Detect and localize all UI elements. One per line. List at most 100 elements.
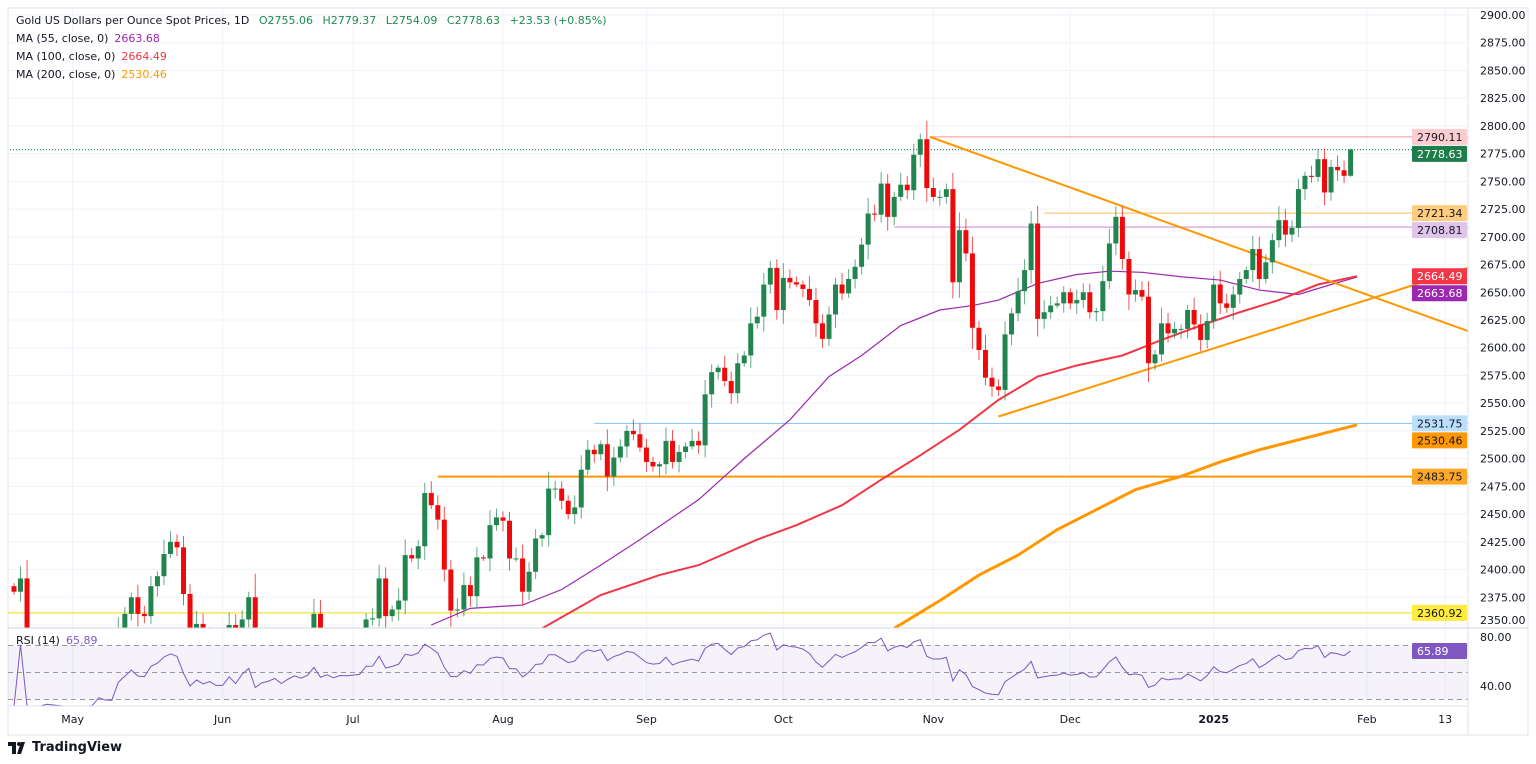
candle-body xyxy=(389,609,395,617)
ma200-label: MA (200, close, 0) xyxy=(16,68,116,81)
candle-body xyxy=(1250,249,1256,271)
price-tick-label: 2550.00 xyxy=(1480,397,1526,410)
candle-body xyxy=(1282,220,1288,235)
candle-body xyxy=(787,277,793,283)
price-tag: 2530.46 xyxy=(1417,434,1463,447)
candle-body xyxy=(754,316,760,324)
candle-body xyxy=(683,446,689,452)
moving-average-line xyxy=(893,423,1358,628)
candle-body xyxy=(480,557,486,559)
candle-body xyxy=(233,625,239,628)
time-tick-label: Sep xyxy=(636,713,657,726)
price-tag: 2721.34 xyxy=(1417,207,1463,220)
candle-body xyxy=(1106,243,1112,282)
time-tick-label: Dec xyxy=(1060,713,1081,726)
price-tag-bg xyxy=(1412,268,1467,285)
candle-body xyxy=(937,196,943,198)
candle-body xyxy=(1048,305,1054,313)
candle-body xyxy=(122,613,128,628)
price-tick-label: 2525.00 xyxy=(1480,425,1526,438)
candle-body xyxy=(402,555,408,601)
candle-body xyxy=(819,323,825,339)
candle-body xyxy=(1080,292,1086,301)
price-axis[interactable]: 2350.00 2375.00 2400.00 2425.00 2450.00 2475.… xyxy=(1480,9,1526,693)
price-tag: 2483.75 xyxy=(1417,471,1463,484)
candle-body xyxy=(1022,270,1028,292)
candle-body xyxy=(363,619,369,628)
candle-body xyxy=(1276,220,1282,241)
candle-body xyxy=(1139,290,1145,297)
candle-body xyxy=(839,284,845,294)
candle-body xyxy=(982,349,988,378)
candle-body xyxy=(917,139,923,155)
candle-body xyxy=(1204,321,1210,340)
time-axis[interactable]: May Jun Jul Aug Sep Oct Nov Dec 2025 Feb 13 xyxy=(61,713,1452,726)
candle-body xyxy=(722,367,728,381)
price-tag: 2663.68 xyxy=(1417,287,1463,300)
time-tick-label: May xyxy=(61,713,84,726)
ma55-legend[interactable]: MA (55, close, 0) 2663.68 xyxy=(16,30,607,48)
candle-body xyxy=(806,288,812,301)
candle-body xyxy=(885,183,891,217)
symbol-title[interactable]: Gold US Dollars per Ounce Spot Prices, 1… xyxy=(16,14,250,27)
candle-body xyxy=(507,520,513,559)
candle-body xyxy=(467,585,473,597)
candle-body xyxy=(872,213,878,215)
candle-body xyxy=(1211,284,1217,322)
candle-body xyxy=(1224,303,1230,308)
price-tag-bg xyxy=(1412,468,1467,485)
candle-body xyxy=(878,183,884,215)
candle-body xyxy=(141,613,147,617)
candle-body xyxy=(239,619,245,628)
candle-body xyxy=(128,597,134,614)
candle-body xyxy=(1054,303,1060,306)
price-tick-label: 2825.00 xyxy=(1480,92,1526,105)
candle-body xyxy=(637,434,643,448)
candle-body xyxy=(194,623,200,628)
candle-body xyxy=(1230,294,1236,308)
tradingview-logo[interactable]: TradingView xyxy=(8,740,122,755)
ma100-legend[interactable]: MA (100, close, 0) 2664.49 xyxy=(16,48,607,66)
ma200-legend[interactable]: MA (200, close, 0) 2530.46 xyxy=(16,66,607,84)
candle-body xyxy=(1348,149,1354,176)
time-tick-label: Jul xyxy=(345,713,359,726)
candle-body xyxy=(1041,312,1047,319)
candle-body xyxy=(18,578,24,592)
candle-body xyxy=(1145,296,1151,364)
chart-frame xyxy=(7,7,1529,736)
candle-body xyxy=(1237,278,1243,295)
moving-average-line xyxy=(431,270,1358,626)
candle-body xyxy=(715,367,721,373)
candle-body xyxy=(11,586,17,592)
candle-body xyxy=(311,613,317,628)
candle-body xyxy=(1035,223,1041,319)
time-tick-label: Feb xyxy=(1357,713,1376,726)
grid xyxy=(8,8,1468,706)
candle-body xyxy=(1217,284,1223,304)
price-tag-bg xyxy=(1412,432,1467,449)
candle-body xyxy=(1028,223,1034,271)
candle-body xyxy=(1328,166,1334,193)
candle-body xyxy=(161,554,167,577)
candle-body xyxy=(630,430,636,435)
candle-body xyxy=(526,571,532,592)
price-tick-label: 2725.00 xyxy=(1480,203,1526,216)
price-tag: 2531.75 xyxy=(1417,417,1463,430)
price-tag: 2790.11 xyxy=(1417,131,1463,144)
candle-body xyxy=(943,189,949,197)
candle-body xyxy=(969,253,975,328)
candle-body xyxy=(1093,311,1099,313)
rsi-value: 65.89 xyxy=(65,634,98,647)
trend-line xyxy=(998,266,1468,418)
change-value: +23.53 (+0.85%) xyxy=(509,14,607,27)
candle-body xyxy=(676,451,682,462)
price-tick-label: 2475.00 xyxy=(1480,480,1526,493)
candle-body xyxy=(1015,291,1021,314)
candle-body xyxy=(891,196,897,217)
candle-body xyxy=(409,555,415,559)
trend-lines[interactable] xyxy=(929,135,1468,418)
rsi-legend[interactable]: RSI (14) 65.89 xyxy=(16,632,97,650)
candle-body xyxy=(167,541,173,555)
candle-body xyxy=(709,372,715,395)
